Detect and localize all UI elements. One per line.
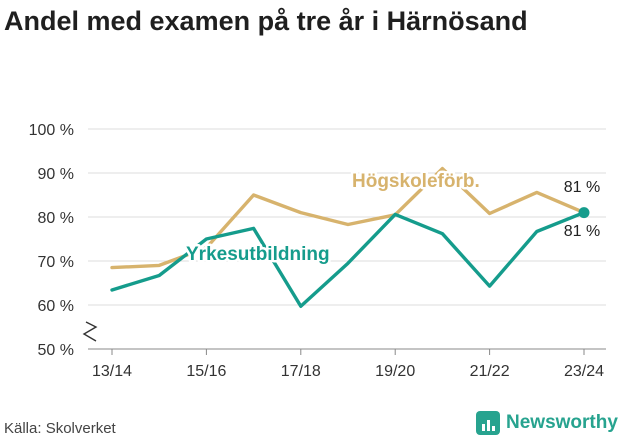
y-tick-label: 90 %: [38, 166, 74, 183]
gridlines: [88, 128, 606, 306]
source-note: Källa: Skolverket: [4, 420, 116, 437]
series-label-yrkesutbildning: Yrkesutbildning: [186, 244, 330, 265]
x-tick-label: 21/22: [470, 363, 510, 380]
series-label-hogskoleforb: Högskoleförb.: [352, 171, 480, 192]
y-tick-label: 70 %: [38, 254, 74, 271]
x-tick-label: 13/14: [92, 363, 132, 380]
x-tick-label: 15/16: [186, 363, 226, 380]
axis-break: [82, 321, 98, 342]
y-tick-label: 50 %: [38, 342, 74, 359]
series-lines: [110, 166, 590, 308]
x-axis-ticks: 13/14 15/16 17/18 19/20 21/22 23/24: [88, 348, 606, 380]
y-tick-label: 80 %: [38, 210, 74, 227]
x-tick-label: 23/24: [564, 363, 604, 380]
y-axis-ticks: 50 % 60 % 70 % 80 % 90 % 100 %: [29, 122, 74, 359]
series-labels: Högskoleförb. Yrkesutbildning 81 % 81 %: [184, 169, 603, 268]
line-chart: 50 % 60 % 70 % 80 % 90 % 100 % 13/14 15/16 17/1…: [29, 122, 606, 380]
end-value-label: 81 %: [564, 223, 600, 240]
series-line-yrkesutbildning: [110, 210, 586, 308]
chart-title: Andel med examen på tre år i Härnösand: [4, 6, 528, 36]
y-tick-label: 60 %: [38, 298, 74, 315]
brand-logo: Newsworthy: [476, 410, 618, 436]
y-tick-label: 100 %: [29, 122, 74, 139]
axis-break-icon: [82, 321, 98, 342]
brand-name: Newsworthy: [506, 412, 618, 433]
end-point-marker: [578, 207, 590, 219]
end-value-label: 81 %: [564, 179, 600, 196]
x-tick-label: 17/18: [281, 363, 321, 380]
x-tick-label: 19/20: [375, 363, 415, 380]
series-line-hogskoleforb: [110, 166, 586, 270]
bar-chart-icon: [476, 411, 500, 435]
